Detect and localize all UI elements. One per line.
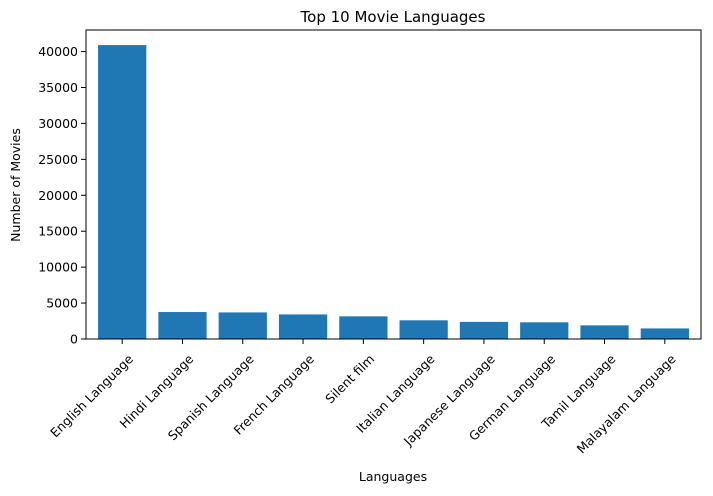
y-tick-label: 35000 [38, 80, 78, 95]
y-tick-label: 30000 [38, 116, 78, 131]
bar-french-language [278, 314, 328, 339]
y-tick-label: 40000 [38, 44, 78, 59]
y-tick-label: 20000 [38, 188, 78, 203]
bar-spanish-language [218, 312, 267, 339]
x-tick-label: Malayalam Language [574, 351, 679, 456]
bars-layer [98, 45, 689, 340]
bar-italian-language [399, 320, 448, 339]
y-tick-label: 15000 [38, 224, 78, 239]
bar-tamil-language [580, 325, 629, 339]
bar-japanese-language [459, 321, 509, 339]
y-tick-label: 5000 [46, 296, 78, 311]
y-axis-title: Number of Movies [8, 128, 23, 242]
x-axis-title: Languages [359, 469, 427, 484]
y-tick-label: 25000 [38, 152, 78, 167]
x-tick-label: Silent film [322, 351, 377, 406]
bar-hindi-language [158, 312, 207, 339]
bar-silent-film [339, 316, 388, 339]
y-tick-label: 0 [70, 332, 78, 347]
y-axis: 0 5000 10000 15000 20000 25000 30000 35000 40000 [38, 44, 86, 347]
bar-english-language [98, 45, 147, 340]
plot-frame [85, 29, 702, 340]
y-tick-label: 10000 [38, 260, 78, 275]
bar-malayalam-language [640, 328, 689, 339]
chart-title: Top 10 Movie Languages [300, 8, 486, 26]
bar-german-language [520, 322, 569, 339]
